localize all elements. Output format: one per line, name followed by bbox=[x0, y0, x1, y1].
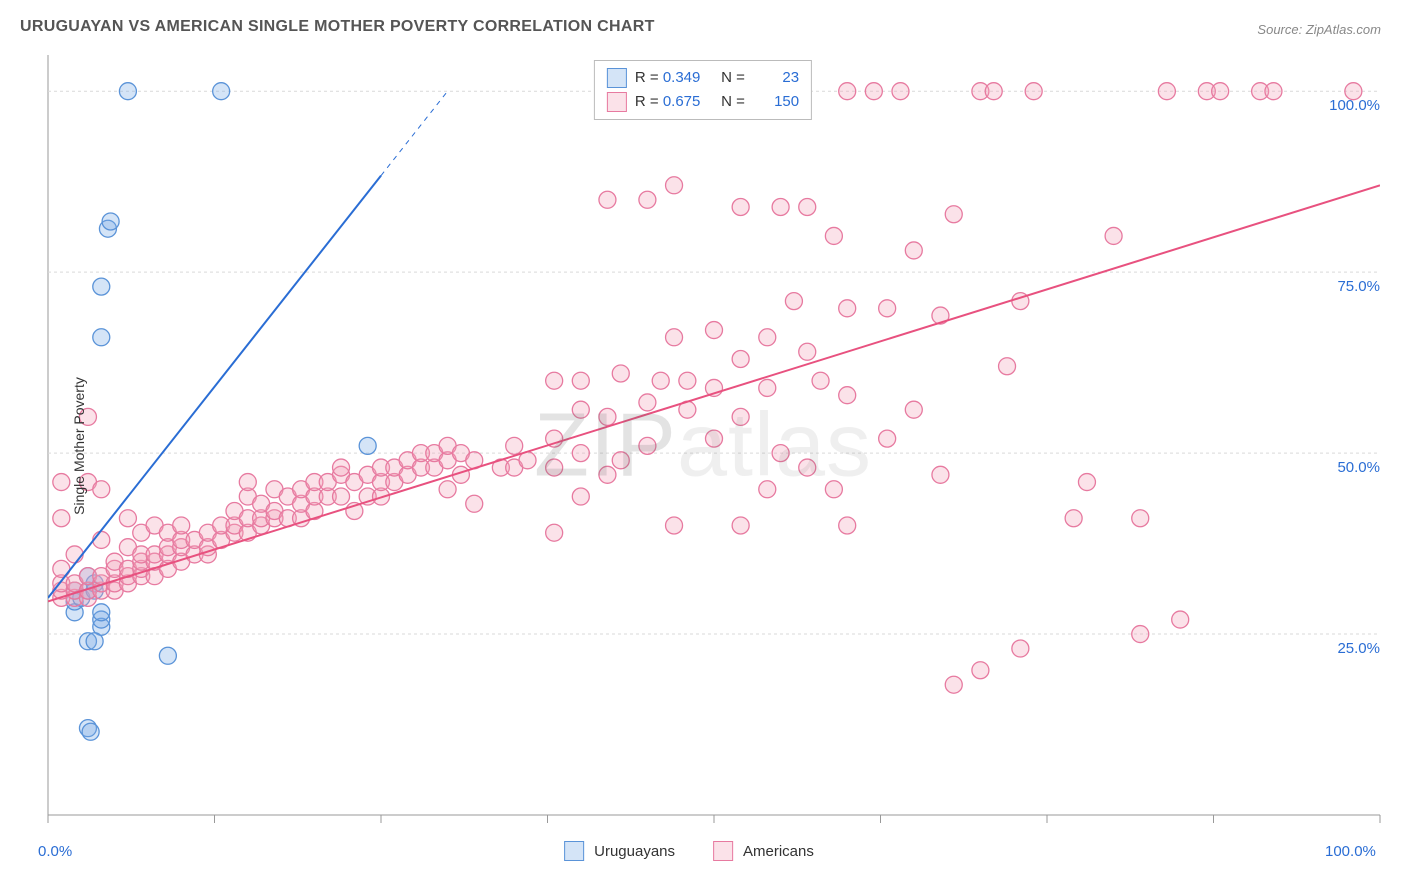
legend-label: Americans bbox=[743, 843, 814, 860]
stat-legend-text: R = 0.675 N = 150 bbox=[635, 90, 799, 114]
legend-label: Uruguayans bbox=[594, 843, 675, 860]
chart-source: Source: ZipAtlas.com bbox=[1257, 22, 1381, 37]
stat-legend: R = 0.349 N = 23R = 0.675 N = 150 bbox=[594, 60, 812, 120]
y-axis-label: Single Mother Poverty bbox=[71, 377, 87, 515]
stat-legend-row: R = 0.349 N = 23 bbox=[607, 66, 799, 90]
series-legend: Uruguayans Americans bbox=[564, 841, 842, 861]
source-name: ZipAtlas.com bbox=[1306, 22, 1381, 37]
y-tick-label: 25.0% bbox=[1337, 640, 1380, 657]
x-tick-label-max: 100.0% bbox=[1325, 843, 1376, 860]
y-tick-label: 75.0% bbox=[1337, 278, 1380, 295]
source-label: Source: bbox=[1257, 22, 1302, 37]
legend-swatch bbox=[607, 92, 627, 112]
legend-swatch bbox=[607, 68, 627, 88]
x-tick-label-min: 0.0% bbox=[38, 843, 72, 860]
chart-title: URUGUAYAN VS AMERICAN SINGLE MOTHER POVE… bbox=[20, 18, 655, 36]
stat-legend-row: R = 0.675 N = 150 bbox=[607, 90, 799, 114]
chart-container: URUGUAYAN VS AMERICAN SINGLE MOTHER POVE… bbox=[0, 0, 1406, 892]
stat-legend-text: R = 0.349 N = 23 bbox=[635, 66, 799, 90]
legend-swatch bbox=[713, 841, 733, 861]
legend-swatch bbox=[564, 841, 584, 861]
y-tick-label: 100.0% bbox=[1329, 97, 1380, 114]
y-tick-label: 50.0% bbox=[1337, 459, 1380, 476]
scatter-plot bbox=[0, 0, 1406, 892]
